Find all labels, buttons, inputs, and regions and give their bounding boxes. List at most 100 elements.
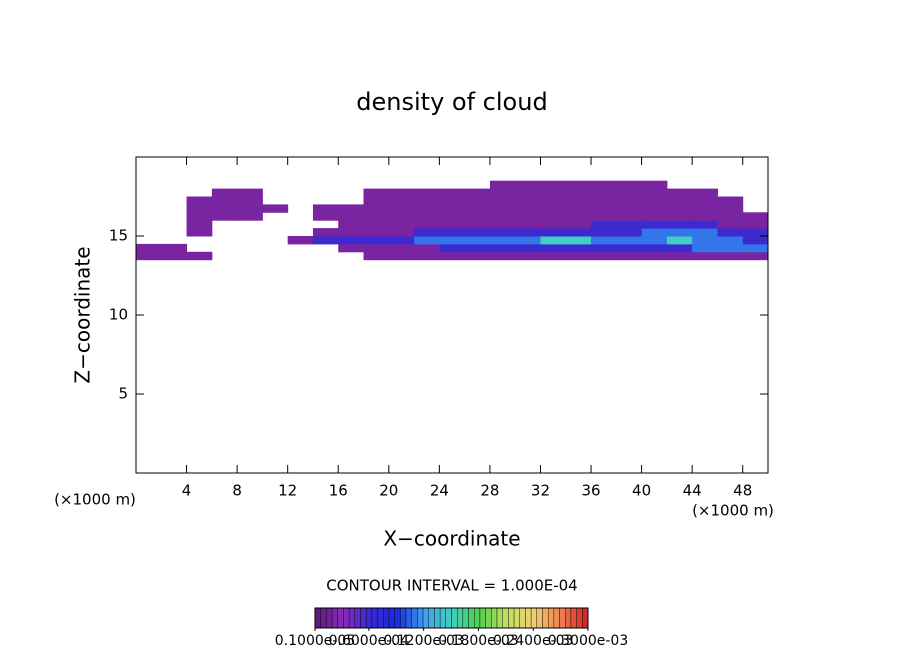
contour-cell xyxy=(565,228,592,237)
contour-cell xyxy=(666,204,693,213)
x-tick-label: 48 xyxy=(733,482,752,500)
colorbar-stripe xyxy=(434,607,441,629)
contour-cell xyxy=(591,220,617,229)
contour-cell xyxy=(439,243,466,253)
contour-cell xyxy=(312,212,339,221)
contour-cell xyxy=(591,228,617,237)
contour-cell xyxy=(591,243,617,253)
contour-cell xyxy=(363,251,390,261)
contour-cell xyxy=(338,243,365,253)
contour-cell xyxy=(692,204,718,213)
colorbar-stripe xyxy=(377,607,384,629)
contour-cell xyxy=(742,228,769,237)
contour-cell xyxy=(186,251,213,261)
x-tick-label: 40 xyxy=(632,482,651,500)
contour-cell xyxy=(591,180,617,190)
contour-cell xyxy=(616,212,643,221)
contour-cell xyxy=(338,204,365,213)
contour-cell xyxy=(237,204,263,213)
contour-cell xyxy=(489,243,516,253)
colorbar-stripe xyxy=(468,607,475,629)
y-unit: (×1000 m) xyxy=(54,491,136,509)
y-tick-label: 5 xyxy=(118,385,128,403)
contour-cell xyxy=(489,236,516,245)
contour-cell xyxy=(692,243,718,253)
y-tick-label: 15 xyxy=(109,227,128,245)
contour-cell xyxy=(489,220,516,229)
contour-cell xyxy=(565,243,592,253)
contour-cell xyxy=(161,243,188,253)
contour-cell xyxy=(439,251,466,261)
contour-cell xyxy=(515,204,541,213)
contour-cell xyxy=(717,220,744,229)
colorbar-frame xyxy=(314,607,589,629)
colorbar-stripe xyxy=(565,607,572,629)
contour-cell xyxy=(515,188,541,197)
contour-cell xyxy=(489,196,516,205)
colorbar-stripe xyxy=(331,607,338,629)
contour-cell xyxy=(717,251,744,261)
contour-cell xyxy=(186,212,213,221)
contour-cell xyxy=(591,204,617,213)
contour-cell xyxy=(565,188,592,197)
colorbar-stripe xyxy=(337,607,344,629)
colorbar-stripe xyxy=(348,607,356,629)
contour-cell xyxy=(464,188,491,197)
contour-cell xyxy=(363,196,390,205)
contour-cell xyxy=(616,251,643,261)
colorbar-stripe xyxy=(451,607,458,629)
contour-cell xyxy=(312,228,339,237)
x-unit: (×1000 m) xyxy=(692,502,774,520)
colorbar-stripe xyxy=(508,607,515,629)
contour-cell xyxy=(641,220,668,229)
colorbar-stripe xyxy=(474,607,481,629)
contour-cell xyxy=(742,243,769,253)
contour-cell xyxy=(565,196,592,205)
contour-cell xyxy=(464,204,491,213)
contour-cell xyxy=(464,196,491,205)
contour-cell xyxy=(565,180,592,190)
contour-cell xyxy=(439,196,466,205)
contour-cell xyxy=(692,220,718,229)
contour-cell xyxy=(742,220,769,229)
contour-cell xyxy=(641,188,668,197)
colorbar-tick-label: 0.1800e-03 xyxy=(438,633,518,649)
contour-cell xyxy=(161,251,188,261)
contour-cell xyxy=(565,212,592,221)
contour-cell xyxy=(616,204,643,213)
contour-cell xyxy=(262,204,289,213)
contour-cell xyxy=(666,220,693,229)
contour-cell xyxy=(641,243,668,253)
colorbar-stripe xyxy=(513,607,520,629)
contour-cell xyxy=(489,228,516,237)
x-tick-label: 4 xyxy=(182,482,192,500)
x-tick-label: 20 xyxy=(379,482,398,500)
contour-cell xyxy=(464,243,491,253)
contour-cell xyxy=(692,228,718,237)
contour-cell xyxy=(186,228,213,237)
contour-cell xyxy=(489,251,516,261)
contour-cell xyxy=(641,204,668,213)
contour-cell xyxy=(363,220,390,229)
chart-title: density of cloud xyxy=(356,88,547,116)
colorbar-stripe xyxy=(479,607,486,629)
colorbar-stripe xyxy=(365,607,373,629)
x-tick-label: 8 xyxy=(232,482,242,500)
colorbar-stripe xyxy=(354,607,361,629)
contour-cell xyxy=(616,188,643,197)
contour-cell xyxy=(692,251,718,261)
contour-cell xyxy=(136,243,162,253)
contour-cell xyxy=(666,236,693,245)
colorbar-stripe xyxy=(456,607,464,629)
contour-cell xyxy=(641,212,668,221)
contour-cell xyxy=(717,196,744,205)
contour-cell xyxy=(540,220,567,229)
colorbar-stripe xyxy=(388,607,395,629)
contour-cell xyxy=(717,228,744,237)
contour-cell xyxy=(414,196,440,205)
x-tick-label: 24 xyxy=(430,482,449,500)
contour-cell xyxy=(237,212,263,221)
contour-cell xyxy=(414,204,440,213)
colorbar-tick-label: 0.6000e-04 xyxy=(329,633,410,649)
